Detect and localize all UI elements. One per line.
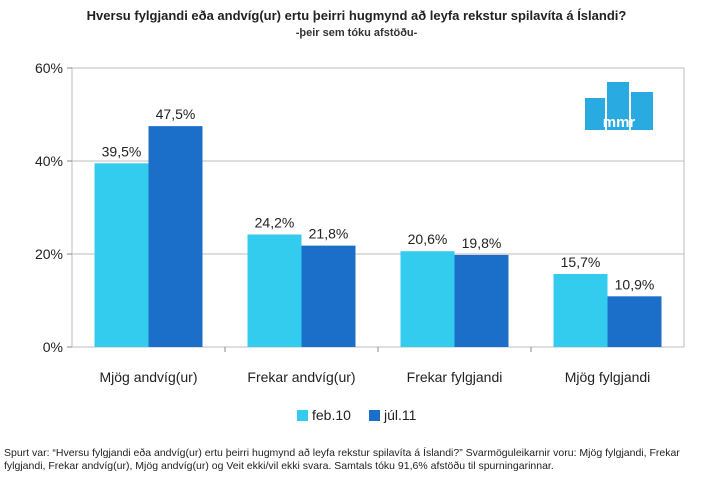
y-tick-label: 0%	[43, 339, 63, 355]
bar	[247, 234, 302, 347]
logo-block	[607, 82, 629, 130]
bar	[148, 126, 203, 347]
bars: 39,5% 47,5% 24,2% 21,8% 20,6% 19,8% 15,7% 10,9%	[94, 106, 662, 347]
footnote: Spurt var: “Hversu fylgjandi eða andvíg(…	[4, 447, 680, 472]
data-label: 19,8%	[462, 235, 502, 251]
legend-swatch	[297, 410, 308, 421]
legend-swatch	[369, 410, 380, 421]
logo-text: mmr	[603, 114, 636, 131]
data-label: 20,6%	[408, 231, 448, 247]
y-tick-label: 20%	[35, 246, 63, 262]
bar	[301, 245, 356, 347]
y-axis: 0% 20% 40% 60%	[35, 60, 72, 355]
y-tick-label: 40%	[35, 153, 63, 169]
logo-block	[585, 98, 605, 130]
bar	[94, 163, 149, 347]
data-label: 21,8%	[309, 226, 349, 242]
y-tick-label: 60%	[35, 60, 63, 76]
data-label: 10,9%	[615, 276, 655, 292]
x-axis: Mjög andvíg(ur) Frekar andvíg(ur) Frekar f…	[99, 347, 650, 385]
data-label: 24,2%	[255, 214, 295, 230]
x-tick-label: Frekar andvíg(ur)	[247, 369, 355, 385]
legend: feb.10 júl.11	[297, 407, 417, 423]
x-tick-label: Mjög fylgjandi	[565, 369, 651, 385]
chart-subtitle: -þeir sem tóku afstöðu-	[295, 27, 418, 39]
data-label: 15,7%	[561, 254, 601, 270]
bar	[607, 296, 662, 347]
x-tick-label: Frekar fylgjandi	[407, 369, 503, 385]
legend-label: júl.11	[383, 407, 417, 423]
logo-block	[631, 92, 653, 130]
bar-chart: 0% 20% 40% 60% 39,5% 47,5% 24,2% 21,8% 20,6% 19,…	[35, 60, 685, 423]
x-tick-label: Mjög andvíg(ur)	[99, 369, 197, 385]
bar	[553, 273, 608, 347]
mmr-logo: mmr	[585, 82, 653, 131]
data-label: 39,5%	[102, 143, 142, 159]
bar	[400, 251, 455, 347]
chart-title: Hversu fylgjandi eða andvíg(ur) ertu þei…	[86, 8, 627, 23]
legend-label: feb.10	[312, 407, 351, 423]
data-label: 47,5%	[156, 106, 196, 122]
bar	[454, 254, 509, 347]
